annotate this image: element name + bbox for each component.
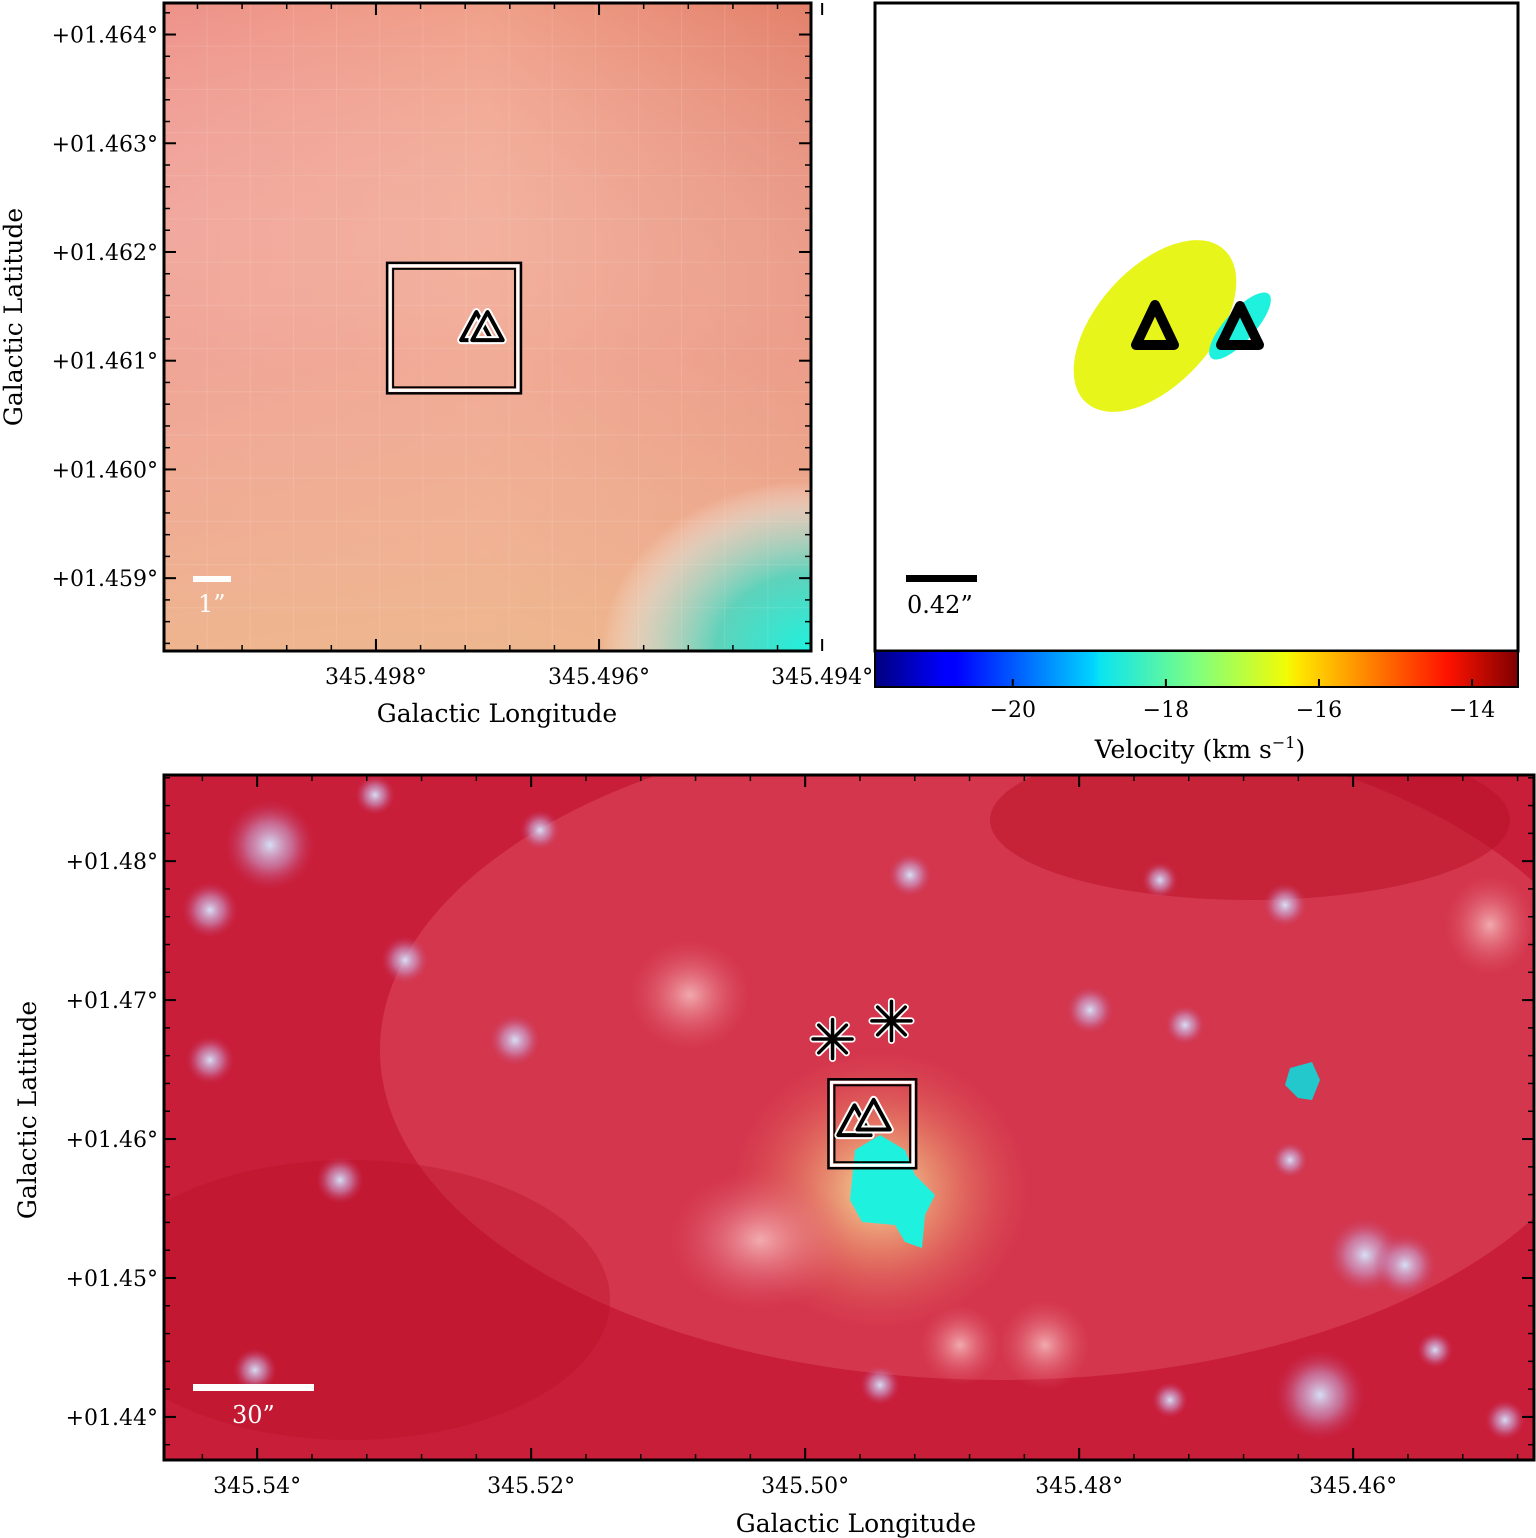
- b-scale-bar-label: 30”: [232, 1401, 275, 1429]
- tl-scale-bar: 1”: [193, 576, 231, 618]
- tl-region-box: [385, 261, 523, 395]
- b-marker-asterisk-2-ray: [875, 1005, 908, 1037]
- tr-scale-bar-label: 0.42”: [907, 591, 973, 619]
- tl-box-inner: [392, 267, 516, 389]
- tl-box-outer: [385, 261, 523, 395]
- b-box-white: [829, 1080, 915, 1167]
- tr-scale-bar: 0.42”: [906, 575, 977, 619]
- b-y-axis-title: Galactic Latitude: [13, 1001, 42, 1219]
- tr-marker-triangle-2: [1216, 301, 1264, 350]
- b-marker-asterisk-1: [809, 1015, 856, 1063]
- tl-y-tick-label: +01.461°: [52, 350, 158, 375]
- tr-marker-triangle-1: [1131, 300, 1179, 350]
- tl-box-white: [388, 264, 520, 392]
- b-cyan-emission: [850, 1135, 935, 1248]
- b-marker-triangle-4: [855, 1097, 892, 1132]
- tl-y-tick-label: +01.462°: [52, 241, 158, 266]
- b-box-outer: [827, 1078, 918, 1170]
- b-y-tick-label: +01.46°: [66, 1128, 158, 1153]
- tl-x-tick-label: 345.496°: [548, 665, 650, 690]
- tl-x-tick-label: 345.498°: [325, 665, 427, 690]
- colorbar-tick-label: −18: [1143, 698, 1189, 723]
- tl-pixel-grid: [164, 3, 811, 651]
- b-box-inner: [833, 1084, 912, 1164]
- tl-markers: [457, 308, 507, 345]
- tl-y-tick-label: +01.459°: [52, 567, 158, 592]
- b-y-tick-label: +01.48°: [66, 850, 158, 875]
- b-scale-bar-line: [193, 1384, 314, 1391]
- tr-yellow-emission: [1073, 240, 1237, 412]
- tl-y-tick-label: +01.460°: [52, 458, 158, 483]
- panel-top-right: 0.42” −20 −18 −16 −14 Velocity (km s−1): [873, 1, 1520, 764]
- b-x-tick-label: 345.48°: [1035, 1474, 1123, 1499]
- b-frame: [162, 773, 1536, 1462]
- b-image: [164, 775, 1534, 1460]
- tl-scale-bar-line: [193, 576, 231, 582]
- b-y-tick-label: +01.47°: [66, 989, 158, 1014]
- tl-frame: [162, 1, 813, 653]
- tl-ticks: 345.498° 345.496° 345.494° +01.459° +01.460°…: [52, 3, 873, 690]
- colorbar-label: Velocity (km s−1): [1094, 733, 1305, 764]
- b-region-box: [827, 1078, 918, 1170]
- b-y-tick-label: +01.45°: [66, 1267, 158, 1292]
- b-markers: [809, 997, 915, 1140]
- b-cyan-spot: [1285, 1062, 1320, 1100]
- tl-y-axis-title: Galactic Latitude: [0, 208, 28, 426]
- b-marker-asterisk-2: [868, 997, 915, 1044]
- panel-top-left: 345.498° 345.496° 345.494° +01.459° +01.460°…: [0, 1, 873, 728]
- b-marker-asterisk-1-ray: [816, 1023, 849, 1055]
- colorbar-tick-label: −14: [1449, 698, 1495, 723]
- panel-bottom: 345.54° 345.52° 345.50° 345.48° 345.46° +01.4…: [13, 773, 1536, 1538]
- colorbar-ticks: −20 −18 −16 −14: [990, 679, 1495, 723]
- colorbar-label-sup: −1: [1272, 733, 1296, 752]
- b-x-tick-label: 345.52°: [487, 1474, 575, 1499]
- tr-scale-bar-line: [906, 575, 977, 582]
- tl-y-tick-label: +01.463°: [52, 132, 158, 157]
- b-x-axis-title: Galactic Longitude: [736, 1509, 976, 1538]
- b-x-tick-label: 345.46°: [1309, 1474, 1397, 1499]
- colorbar-label-main: Velocity (km s: [1094, 735, 1272, 764]
- b-scale-bar: 30”: [193, 1384, 314, 1429]
- b-x-tick-label: 345.50°: [761, 1474, 849, 1499]
- colorbar-label-end: ): [1295, 735, 1305, 764]
- b-x-tick-label: 345.54°: [213, 1474, 301, 1499]
- tl-scale-bar-label: 1”: [198, 590, 226, 618]
- colorbar: [874, 650, 1519, 688]
- tl-marker-triangle-2: [470, 310, 505, 343]
- b-y-tick-label: +01.44°: [66, 1406, 158, 1431]
- tl-x-axis-title: Galactic Longitude: [377, 699, 617, 728]
- tl-y-tick-label: +01.464°: [52, 24, 158, 49]
- tl-x-tick-label: 345.494°: [771, 665, 873, 690]
- b-ticks: 345.54° 345.52° 345.50° 345.48° 345.46° +01.4…: [66, 775, 1534, 1499]
- colorbar-tick-label: −20: [990, 698, 1036, 723]
- colorbar-tick-label: −16: [1296, 698, 1342, 723]
